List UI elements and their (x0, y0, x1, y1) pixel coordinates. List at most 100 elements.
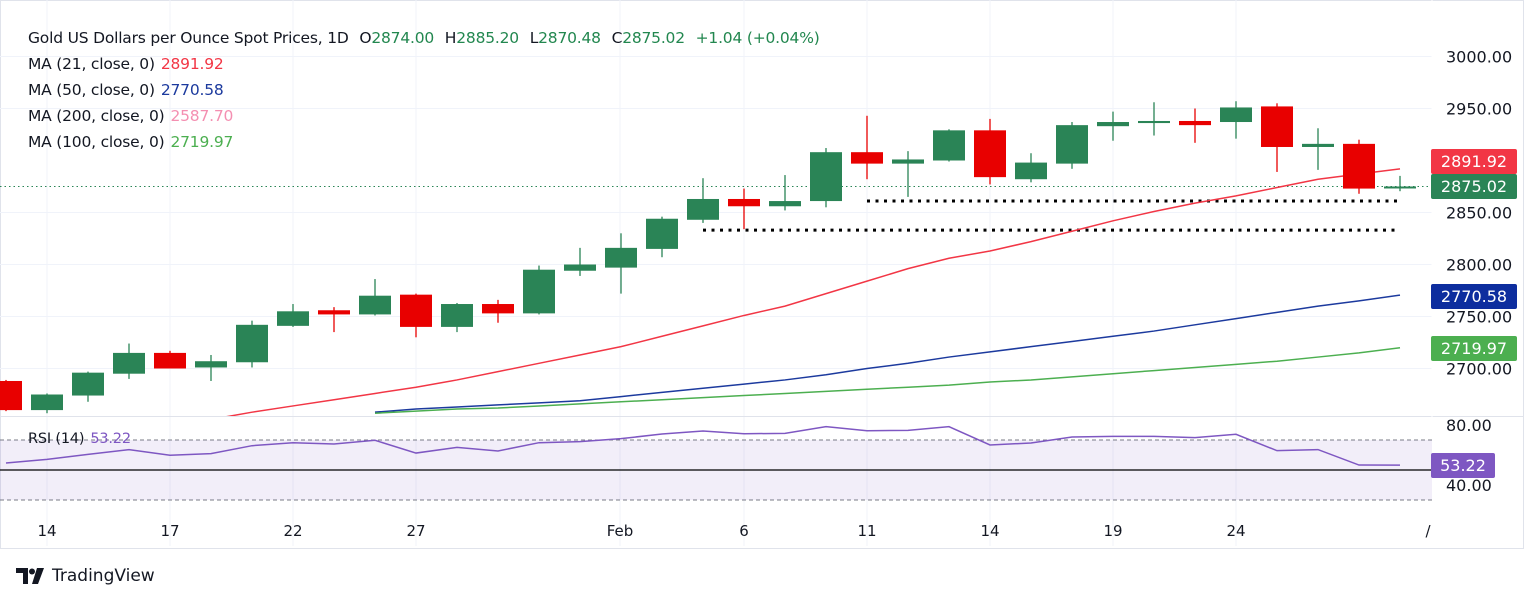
candle (851, 115, 883, 180)
rsi-axis-label: 40.00 (1446, 476, 1492, 495)
candle (1138, 102, 1170, 136)
candle-body (31, 394, 63, 411)
legend-rsi[interactable]: RSI (14) 53.22 (28, 431, 131, 447)
time-axis-label: 11 (857, 522, 876, 540)
candle-body (195, 361, 227, 368)
tradingview-logo[interactable]: TradingView (16, 566, 155, 586)
candle (1220, 101, 1252, 139)
time-axis-label: 27 (406, 522, 425, 540)
candle (154, 350, 186, 369)
legend-ma100[interactable]: MA (100, close, 0) 2719.97 (28, 133, 234, 151)
candle-body (1179, 120, 1211, 126)
ohlc-low: L2870.48 (529, 29, 601, 47)
candle (318, 307, 350, 333)
candle (1384, 175, 1416, 192)
ohlc-change: +1.04 (+0.04%) (695, 29, 820, 47)
candle (687, 178, 719, 223)
candle (523, 265, 555, 315)
candle (359, 279, 391, 316)
candle-body (441, 304, 473, 327)
candle (933, 129, 965, 162)
candle (482, 299, 514, 323)
candle (1015, 153, 1047, 183)
time-axis-label: 19 (1103, 522, 1122, 540)
ma-line-21 (226, 168, 1401, 416)
candle-body (318, 310, 350, 315)
candle (974, 118, 1006, 185)
candle-body (974, 130, 1006, 178)
candle-body (1343, 143, 1375, 189)
price-axis-label: 2750.00 (1446, 308, 1512, 327)
tradingview-logo-icon (16, 568, 44, 584)
candle (1261, 103, 1293, 172)
candle (72, 371, 104, 402)
ma-line-100 (374, 346, 1401, 414)
price-axis-label: 2800.00 (1446, 256, 1512, 275)
time-axis-label: 6 (739, 522, 749, 540)
candle-body (933, 130, 965, 161)
candle-body (1056, 125, 1088, 164)
candle (646, 216, 678, 258)
price-axis-label: 2950.00 (1446, 100, 1512, 119)
legend-ma50[interactable]: MA (50, close, 0) 2770.58 (28, 81, 224, 99)
candle-body (646, 218, 678, 249)
symbol-title: Gold US Dollars per Ounce Spot Prices, 1… (28, 29, 349, 47)
candle (1056, 122, 1088, 169)
candle (441, 302, 473, 333)
price-pane (0, 101, 1432, 416)
candle-body (687, 198, 719, 220)
candle (769, 175, 801, 211)
legend-ma200[interactable]: MA (200, close, 0) 2587.70 (28, 107, 234, 125)
candle (1097, 111, 1129, 141)
candle-body (113, 352, 145, 374)
ohlc-open: O2874.00 (359, 29, 435, 47)
time-axis-label: 14 (37, 522, 56, 540)
ohlc-close: C2875.02 (611, 29, 686, 47)
candle (564, 247, 596, 276)
price-tag-last: 2875.02 (1431, 174, 1517, 199)
price-tag-rsi: 53.22 (1431, 453, 1495, 478)
candle-body (1220, 107, 1252, 123)
time-axis-label: 22 (283, 522, 302, 540)
candle-body (810, 152, 842, 202)
price-tag-ma50: 2770.58 (1431, 284, 1517, 309)
candle-body (728, 198, 760, 207)
candle-body (0, 380, 22, 411)
candle (31, 393, 63, 414)
candle (810, 148, 842, 208)
candle (400, 293, 432, 338)
price-axis-label: 3000.00 (1446, 48, 1512, 67)
candle-body (1384, 186, 1416, 189)
candle-body (769, 201, 801, 207)
candle-body (1097, 122, 1129, 127)
candle (728, 188, 760, 230)
time-axis-label: 24 (1226, 522, 1245, 540)
time-axis-label: / (1425, 522, 1431, 540)
time-axis-label: 17 (160, 522, 179, 540)
candle (236, 320, 268, 368)
candle (1179, 108, 1211, 143)
candle-body (892, 159, 924, 164)
candle (1343, 139, 1375, 194)
candle (1302, 128, 1334, 170)
chart-border (0, 0, 1524, 549)
candle-body (72, 372, 104, 396)
candle-body (1261, 106, 1293, 147)
candle (605, 233, 637, 294)
price-tag-ma100: 2719.97 (1431, 336, 1517, 361)
candle-body (1302, 143, 1334, 147)
candle (113, 343, 145, 379)
legend-ma21[interactable]: MA (21, close, 0) 2891.92 (28, 55, 224, 73)
ohlc-high: H2885.20 (444, 29, 519, 47)
rsi-line (5, 425, 1401, 466)
candle (277, 304, 309, 327)
price-tag-ma21: 2891.92 (1431, 149, 1517, 174)
time-axis-label: Feb (607, 522, 634, 540)
candle-body (154, 352, 186, 369)
tradingview-wordmark: TradingView (52, 566, 155, 586)
candle-body (523, 269, 555, 314)
candle-body (482, 304, 514, 314)
chart-header: Gold US Dollars per Ounce Spot Prices, 1… (28, 29, 826, 47)
candle-body (1138, 120, 1170, 124)
